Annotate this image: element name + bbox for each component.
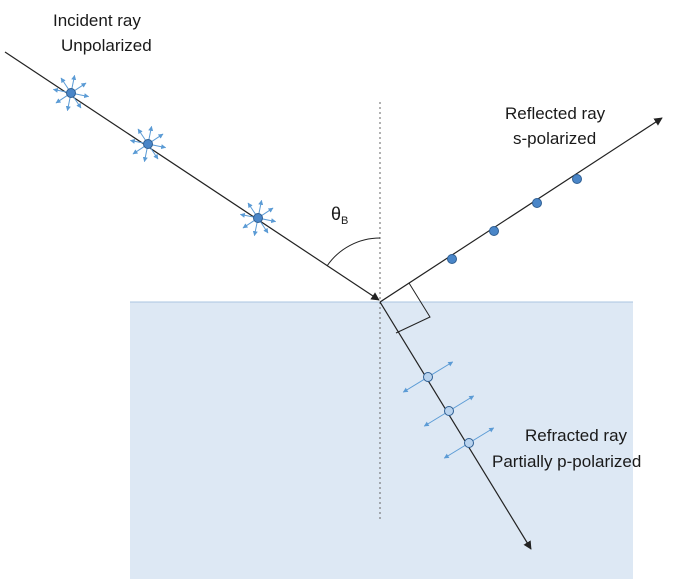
brewster-angle-label: θB [331, 204, 348, 227]
incident-ray [4, 51, 380, 301]
unpolarized-dot [143, 139, 153, 149]
p-polarization-marker [443, 427, 495, 459]
reflected-label-line2: s-polarized [513, 129, 596, 148]
incident-label-line2: Unpolarized [61, 36, 152, 55]
unpolarized-dot [253, 213, 263, 223]
p-polarization-marker [423, 395, 475, 427]
unpolarized-burst [129, 125, 167, 163]
partial-polarization-dot [464, 438, 474, 448]
refracted-label-line2: Partially p-polarized [492, 452, 641, 471]
angle-subscript: B [341, 215, 348, 227]
reflected-ray [379, 117, 663, 303]
unpolarized-burst [52, 74, 90, 112]
partial-polarization-dot [444, 406, 454, 416]
right-angle-marker [395, 282, 431, 334]
theta-symbol: θ [331, 204, 341, 224]
incident-label-line1: Incident ray [53, 11, 141, 30]
incident-polarization-markers [52, 74, 277, 237]
refracted-label-line1: Refracted ray [525, 426, 628, 445]
p-polarization-marker [402, 361, 454, 393]
reflected-label-line1: Reflected ray [505, 104, 606, 123]
refracted-polarization-markers [402, 361, 495, 459]
reflected-polarization-markers [447, 174, 582, 264]
brewster-angle-arc [326, 237, 381, 267]
partial-polarization-dot [423, 372, 433, 382]
s-polarization-dot [447, 254, 457, 264]
s-polarization-dot [532, 198, 542, 208]
s-polarization-dot [489, 226, 499, 236]
unpolarized-burst [239, 199, 277, 237]
second-medium [130, 302, 633, 579]
s-polarization-dot [572, 174, 582, 184]
unpolarized-dot [66, 88, 76, 98]
